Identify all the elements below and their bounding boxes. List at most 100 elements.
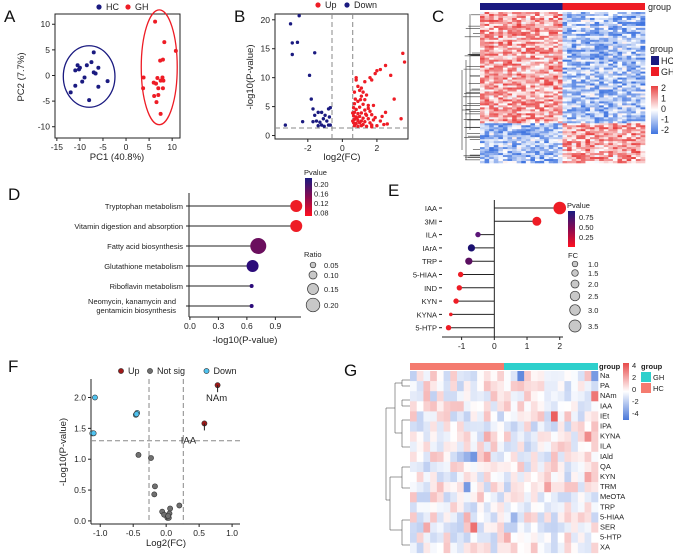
heatmap-cell [557, 47, 563, 51]
heatmap-cell [631, 63, 637, 66]
heatmap-cell [576, 85, 582, 88]
point-up [364, 124, 369, 128]
heatmap-cell [544, 91, 550, 94]
heatmap-cell [498, 99, 504, 102]
heatmap-cell [450, 431, 458, 442]
heatmap-cell [544, 371, 552, 382]
heatmap-cell [562, 83, 568, 86]
heatmap-cell [571, 502, 579, 513]
heatmap-cell [553, 53, 559, 57]
heatmap-cell [489, 105, 495, 108]
heatmap-cell [457, 492, 465, 503]
heatmap-cell [585, 127, 591, 130]
point-down [92, 394, 98, 401]
heatmap-cell [539, 59, 545, 62]
heatmap-cell [524, 532, 532, 543]
heatmap-cell [530, 41, 536, 45]
heatmap-cell [510, 431, 518, 442]
heatmap-cell [626, 29, 632, 33]
heatmap-cell [516, 117, 522, 120]
heatmap-cell [516, 89, 522, 92]
heatmap-cell [457, 461, 465, 473]
heatmap-cell [498, 117, 504, 120]
heatmap-cell [622, 155, 627, 158]
heatmap-cell [497, 441, 505, 453]
heatmap-cell [612, 147, 618, 150]
heatmap-cell [557, 371, 565, 382]
heatmap-cell [553, 75, 559, 78]
heatmap-cell [436, 371, 444, 382]
heatmap-cell [490, 441, 498, 453]
heatmap-cell [585, 61, 591, 64]
x-tick-label: 0 [124, 142, 129, 152]
heatmap-cell [530, 91, 536, 94]
heatmap-cell [564, 532, 572, 543]
heatmap-cell [430, 451, 438, 463]
heatmap-cell [599, 105, 605, 108]
heatmap-cell [631, 97, 637, 100]
heatmap-cell [608, 137, 614, 140]
heatmap-cell [640, 61, 646, 64]
point-not-sig [165, 513, 172, 519]
heatmap-cell [640, 141, 646, 144]
heatmap-cell [530, 77, 536, 80]
heatmap-cell [535, 137, 540, 140]
heatmap-cell [516, 139, 522, 142]
heatmap-cell [599, 109, 605, 112]
heatmap-cell [484, 149, 490, 152]
heatmap-cell [497, 461, 505, 473]
heatmap-cell [585, 13, 591, 17]
heatmap-cell [535, 109, 540, 112]
heatmap-cell [535, 141, 540, 144]
heatmap-cell [617, 145, 623, 148]
heatmap-cell [612, 87, 618, 90]
heatmap-cell [640, 95, 646, 98]
heatmap-cell [626, 61, 632, 64]
heatmap-cell [493, 155, 499, 158]
heatmap-cell [480, 147, 485, 150]
heatmap-cell [599, 99, 605, 102]
heatmap-cell [557, 111, 563, 114]
heatmap-cell [571, 391, 579, 402]
heatmap-cell [498, 83, 504, 86]
heatmap-cell [544, 85, 550, 88]
heatmap-cell [612, 47, 618, 51]
point-hc [89, 60, 94, 65]
heatmap-cell [525, 43, 531, 47]
row-label: TRM [600, 482, 616, 491]
heatmap-cell [571, 139, 577, 142]
heatmap-cell [612, 141, 618, 144]
heatmap-cell [507, 107, 513, 110]
heatmap-cell [551, 512, 559, 523]
heatmap-cell [617, 61, 623, 64]
heatmap-cell [493, 39, 499, 43]
lollipop-point [457, 271, 464, 278]
size-legend-label: 1.5 [588, 269, 598, 278]
heatmap-cell [590, 159, 595, 162]
heatmap-cell [521, 111, 527, 114]
heatmap-cell [423, 391, 431, 402]
heatmap-cell [567, 105, 572, 108]
heatmap-cell [622, 25, 627, 29]
heatmap-cell [557, 37, 563, 41]
heatmap-cell [544, 37, 550, 41]
heatmap-cell [603, 83, 609, 86]
heatmap-cell [557, 91, 563, 94]
heatmap-cell [516, 103, 522, 106]
heatmap-cell [463, 431, 471, 442]
heatmap-cell [617, 77, 623, 80]
heatmap-cell [594, 67, 600, 70]
heatmap-cell [525, 29, 531, 33]
point-down [328, 123, 332, 127]
heatmap-cell [539, 49, 545, 53]
heatmap-cell [489, 121, 495, 124]
heatmap-cell [571, 97, 577, 100]
heatmap-cell [553, 151, 559, 154]
point-gh [158, 111, 163, 116]
heatmap-cell [594, 103, 600, 106]
heatmap-cell [535, 143, 540, 146]
heatmap-cell [498, 51, 504, 55]
heatmap-cell [548, 155, 554, 158]
heatmap-cell [443, 542, 451, 554]
heatmap-cell [544, 161, 550, 164]
